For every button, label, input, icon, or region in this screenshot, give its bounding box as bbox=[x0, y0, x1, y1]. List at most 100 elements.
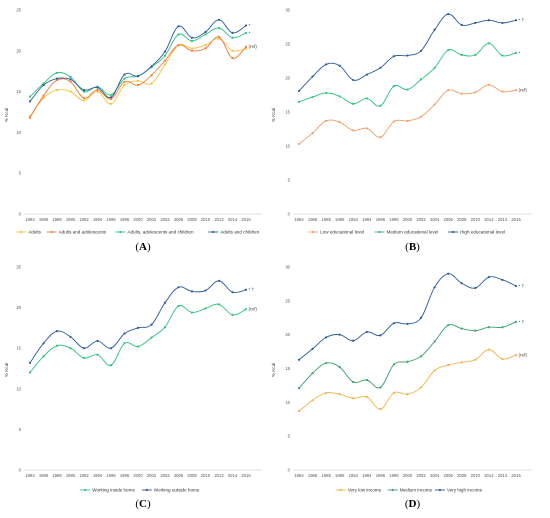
panel-a: 0 5 10 15 20 25 % Kcal 1984 1986 1988 1990 1992 1994… bbox=[4, 8, 262, 253]
x-tick-label: 2006 bbox=[174, 217, 184, 222]
data-point bbox=[82, 99, 86, 102]
legend-marker bbox=[212, 230, 215, 234]
data-point bbox=[379, 104, 382, 107]
x-tick-label: 1996 bbox=[376, 217, 386, 222]
series-line bbox=[29, 27, 247, 97]
legend-label: Adults bbox=[28, 230, 41, 235]
data-point bbox=[42, 83, 45, 87]
data-point bbox=[338, 366, 341, 369]
legend-label: Low educational level bbox=[320, 230, 364, 235]
data-point bbox=[42, 94, 45, 97]
y-tick-label: 0 bbox=[19, 212, 22, 217]
legend-label: Very high income bbox=[447, 488, 483, 493]
x-tick-label: 2008 bbox=[187, 473, 197, 478]
legend-label: Very low income bbox=[348, 488, 382, 493]
data-point bbox=[311, 75, 314, 78]
x-tick-label: 1992 bbox=[79, 473, 89, 478]
data-point bbox=[447, 12, 450, 16]
data-point bbox=[69, 90, 72, 93]
x-tick-label: 1994 bbox=[93, 217, 103, 222]
data-point bbox=[177, 25, 180, 28]
data-point bbox=[150, 65, 153, 68]
data-point bbox=[325, 91, 328, 95]
data-point bbox=[379, 66, 382, 69]
data-point bbox=[163, 301, 167, 304]
panel-c: 0 5 10 15 20 25 % Kcal 1984 1986 1988 1990 1992 1994… bbox=[4, 265, 262, 510]
y-tick-label: 30 bbox=[285, 265, 290, 270]
data-point bbox=[244, 308, 248, 311]
x-tick-label: 1994 bbox=[93, 473, 103, 478]
data-point bbox=[365, 378, 368, 382]
data-point bbox=[447, 272, 450, 275]
x-tick-label: 2010 bbox=[471, 217, 481, 222]
data-point bbox=[96, 353, 99, 356]
series-annotation: * bbox=[249, 23, 251, 28]
legend-label: Working inside home bbox=[92, 488, 135, 493]
x-tick-label: 1984 bbox=[25, 217, 35, 222]
data-point bbox=[325, 336, 328, 339]
data-point bbox=[392, 363, 396, 366]
data-point bbox=[231, 291, 234, 294]
data-point bbox=[231, 49, 234, 52]
y-tick-label: 0 bbox=[288, 212, 291, 217]
data-point bbox=[487, 42, 490, 45]
data-point bbox=[217, 303, 221, 306]
y-tick-label: 20 bbox=[16, 48, 21, 53]
data-point bbox=[379, 136, 382, 139]
data-point bbox=[123, 332, 126, 335]
data-point bbox=[365, 330, 368, 334]
legend-label: Adults, adolescents and children bbox=[127, 230, 194, 235]
x-tick-label: 2006 bbox=[444, 473, 454, 478]
y-tick-label: 25 bbox=[285, 42, 290, 47]
x-tick-label: 1984 bbox=[294, 217, 304, 222]
data-point bbox=[392, 120, 396, 123]
data-point bbox=[501, 278, 504, 281]
legend-item: Very low income bbox=[335, 488, 382, 493]
panel-label: (A) bbox=[135, 241, 151, 253]
data-point bbox=[204, 47, 207, 50]
data-point bbox=[297, 100, 301, 103]
x-tick-label: 2000 bbox=[133, 217, 143, 222]
data-point bbox=[217, 37, 221, 40]
y-tick-label: 10 bbox=[285, 400, 290, 405]
data-point bbox=[123, 80, 126, 83]
data-point bbox=[460, 92, 463, 95]
data-point bbox=[311, 372, 314, 375]
legend-marker bbox=[438, 488, 441, 492]
series-line bbox=[298, 13, 517, 92]
data-point bbox=[447, 89, 450, 92]
series-line bbox=[29, 38, 247, 117]
data-point bbox=[82, 90, 86, 93]
data-point bbox=[28, 371, 32, 374]
data-point bbox=[297, 142, 301, 146]
data-point bbox=[419, 78, 423, 81]
data-point bbox=[297, 89, 301, 93]
data-point bbox=[325, 63, 328, 66]
data-point bbox=[406, 322, 409, 325]
y-tick-label: 15 bbox=[285, 110, 290, 115]
x-tick-label: 2014 bbox=[228, 473, 238, 478]
y-axis-label: % Kcal bbox=[271, 363, 276, 377]
data-point bbox=[55, 77, 59, 80]
data-point bbox=[177, 33, 180, 36]
data-point bbox=[338, 393, 341, 396]
data-point bbox=[190, 49, 194, 52]
x-tick-label: 2008 bbox=[457, 473, 467, 478]
data-point bbox=[406, 393, 409, 396]
data-point bbox=[460, 53, 463, 56]
data-point bbox=[150, 82, 153, 85]
series-annotation: (ref) bbox=[249, 44, 258, 49]
y-tick-label: 0 bbox=[288, 468, 291, 473]
data-point bbox=[352, 102, 355, 105]
data-point bbox=[190, 47, 194, 50]
x-tick-label: 1986 bbox=[39, 217, 49, 222]
data-point bbox=[190, 311, 194, 314]
data-point bbox=[82, 88, 86, 92]
series-annotation: (ref) bbox=[519, 88, 528, 93]
x-tick-label: 1990 bbox=[66, 217, 76, 222]
y-tick-label: 5 bbox=[288, 178, 291, 183]
data-point bbox=[123, 83, 126, 87]
series-annotation: * bbox=[249, 30, 251, 35]
series-annotation: (ref) bbox=[519, 352, 528, 357]
